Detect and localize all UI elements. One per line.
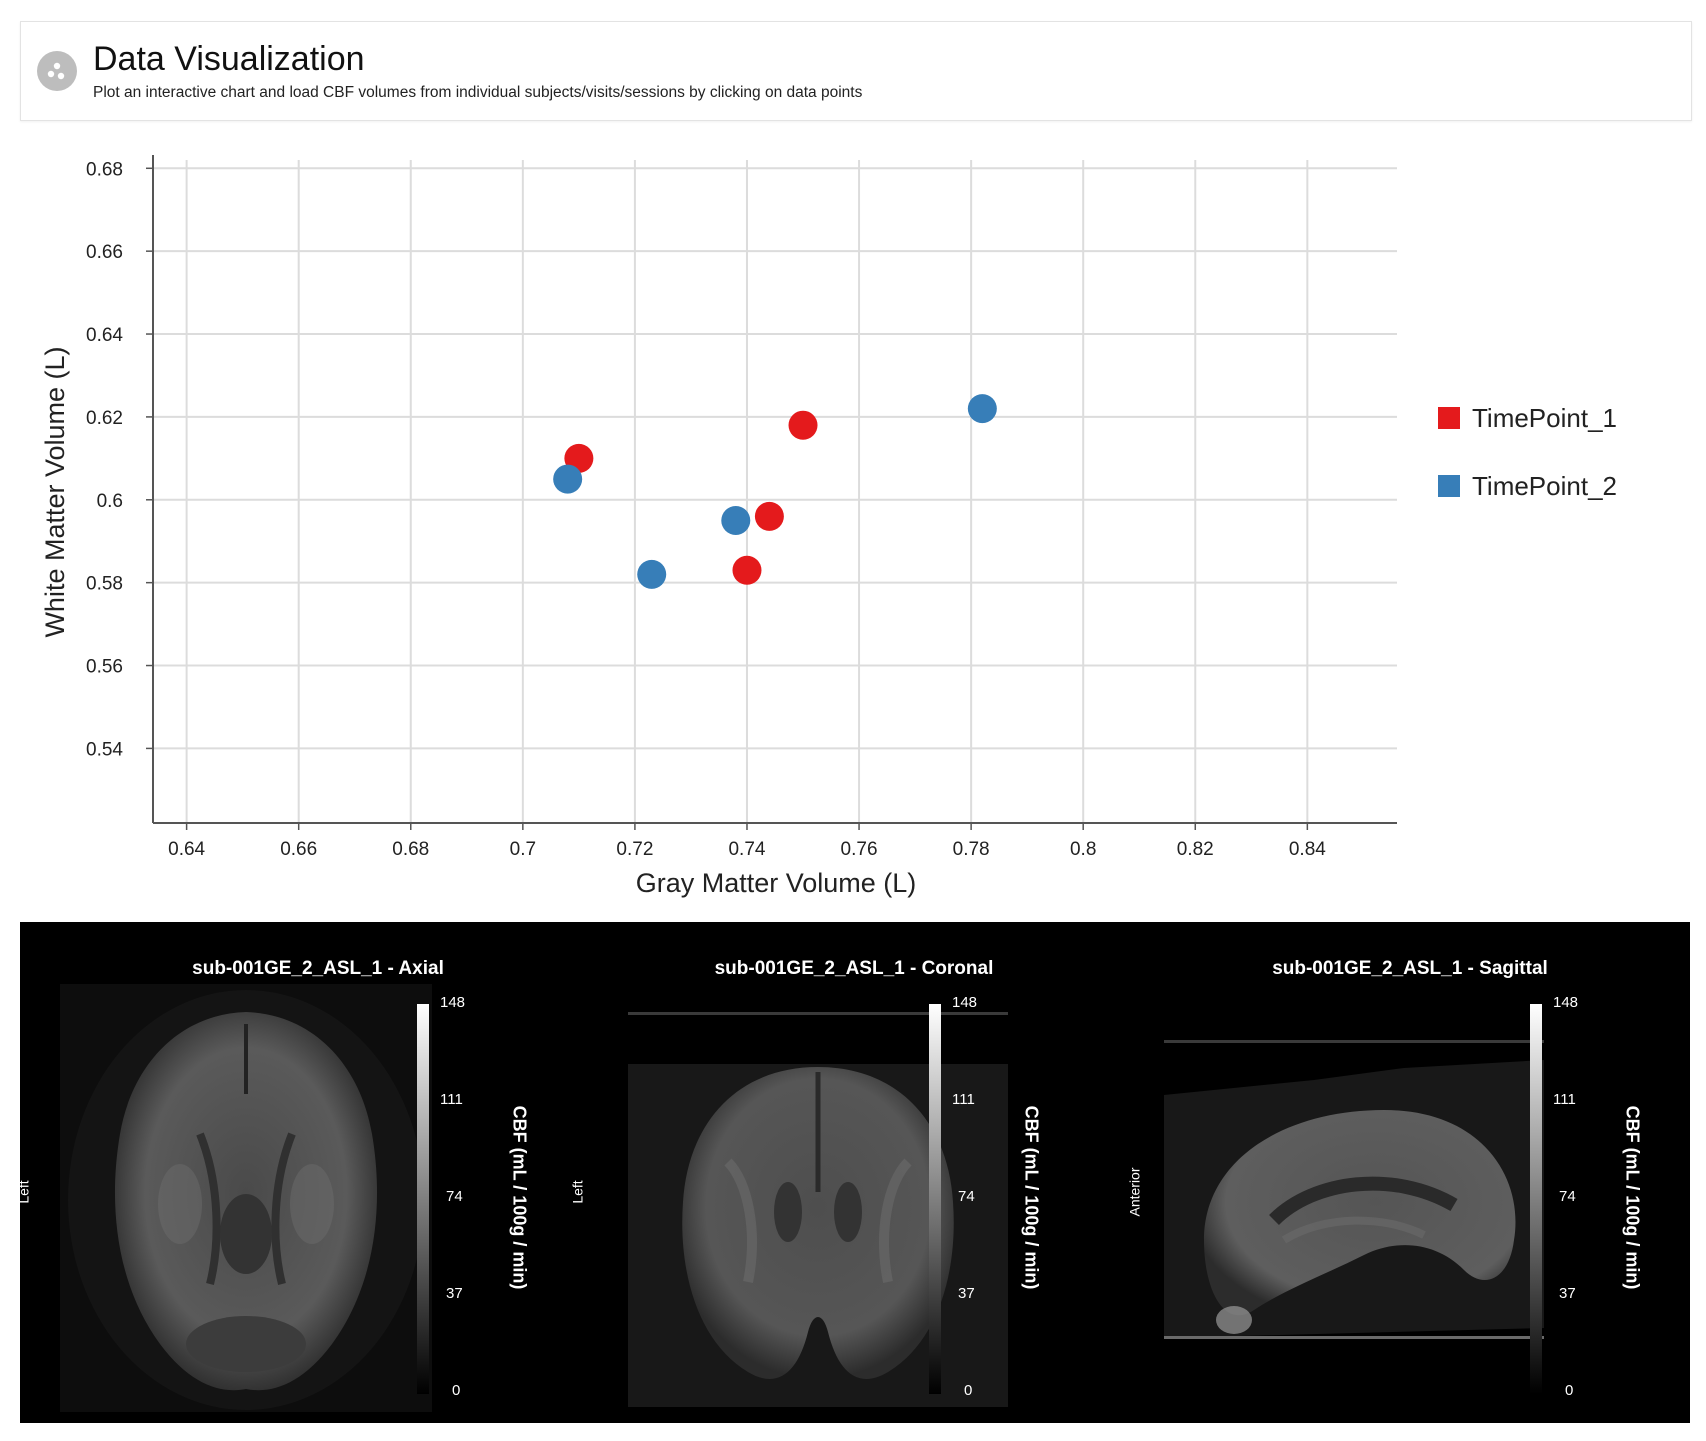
data-point-timepoint-2[interactable]	[721, 506, 751, 536]
scatter-dots-icon	[37, 51, 77, 91]
x-tick-label: 0.76	[841, 839, 878, 860]
orientation-label: Left	[569, 1180, 586, 1204]
data-point-timepoint-1[interactable]	[754, 501, 784, 531]
colorbar-tick: 0	[452, 1382, 461, 1399]
y-tick-label: 0.56	[86, 657, 123, 678]
scatter-chart: 0.64 0.66 0.68 0.7 0.72 0.74 0.76 0.78 0.8 0.82 0.…	[40, 155, 1617, 898]
chart-axes	[146, 155, 1397, 830]
data-point-timepoint-1[interactable]	[788, 410, 818, 440]
y-tick-label: 0.68	[86, 159, 123, 180]
coronal-panel[interactable]: sub-001GE_2_ASL_1 - Coronal Left 148 111…	[570, 922, 1132, 1423]
colorbar-tick: 111	[440, 1091, 463, 1108]
y-tick-labels: 0.68 0.66 0.64 0.62 0.6 0.58 0.56 0.54	[86, 159, 123, 760]
x-tick-label: 0.8	[1070, 839, 1096, 860]
colorbar-label: CBF (mL / 100g / min)	[1021, 1105, 1042, 1290]
cbf-viewer: sub-001GE_2_ASL_1 - Axial Left 148 111	[16, 922, 1690, 1423]
colorbar-tick: 148	[1553, 994, 1579, 1011]
legend-label[interactable]: TimePoint_1	[1472, 403, 1617, 433]
sagittal-panel[interactable]: sub-001GE_2_ASL_1 - Sagittal Anterior 14…	[1127, 922, 1688, 1423]
colorbar	[417, 1004, 429, 1394]
panel-title: sub-001GE_2_ASL_1 - Sagittal	[1272, 958, 1548, 979]
colorbar-label: CBF (mL / 100g / min)	[1622, 1105, 1643, 1290]
chart-points	[553, 394, 997, 589]
chart-grid	[153, 160, 1397, 823]
y-tick-label: 0.54	[86, 739, 123, 760]
y-tick-label: 0.58	[86, 574, 123, 595]
colorbar	[929, 1004, 941, 1394]
axial-brain-image[interactable]	[60, 984, 432, 1412]
colorbar-tick: 148	[952, 994, 978, 1011]
colorbar-tick: 0	[1565, 1382, 1574, 1399]
x-tick-label: 0.72	[616, 839, 653, 860]
colorbar-tick: 74	[1559, 1188, 1576, 1205]
x-tick-label: 0.82	[1177, 839, 1214, 860]
sagittal-brain-image[interactable]	[1164, 1040, 1544, 1408]
colorbar-tick: 111	[1553, 1091, 1576, 1108]
colorbar-tick: 0	[964, 1382, 973, 1399]
data-point-timepoint-2[interactable]	[637, 559, 667, 589]
x-tick-labels: 0.64 0.66 0.68 0.7 0.72 0.74 0.76 0.78 0.8 0.82 0.…	[168, 839, 1326, 860]
x-tick-label: 0.74	[728, 839, 765, 860]
chart-legend: TimePoint_1 TimePoint_2	[1438, 403, 1617, 501]
legend-label[interactable]: TimePoint_2	[1472, 471, 1617, 501]
orientation-label: Anterior	[1126, 1167, 1143, 1217]
x-tick-label: 0.84	[1289, 839, 1326, 860]
y-tick-label: 0.6	[97, 491, 123, 512]
legend-swatch	[1438, 407, 1460, 429]
x-tick-label: 0.68	[392, 839, 429, 860]
y-tick-label: 0.62	[86, 408, 123, 429]
x-tick-label: 0.66	[280, 839, 317, 860]
colorbar-tick: 148	[440, 994, 466, 1011]
colorbar-tick: 37	[1559, 1285, 1576, 1302]
colorbar-label: CBF (mL / 100g / min)	[509, 1105, 530, 1290]
y-axis-label: White Matter Volume (L)	[40, 346, 70, 637]
y-tick-label: 0.66	[86, 242, 123, 263]
legend-swatch	[1438, 475, 1460, 497]
panel-title: sub-001GE_2_ASL_1 - Coronal	[714, 958, 994, 979]
coronal-brain-image[interactable]	[628, 1012, 1008, 1407]
colorbar-tick: 37	[958, 1285, 975, 1302]
colorbar-tick: 74	[958, 1188, 975, 1205]
x-tick-label: 0.78	[953, 839, 990, 860]
data-point-timepoint-2[interactable]	[967, 394, 997, 424]
axial-panel[interactable]: sub-001GE_2_ASL_1 - Axial Left 148 111	[16, 922, 576, 1423]
colorbar-tick: 111	[952, 1091, 975, 1108]
page-title: Data Visualization	[93, 40, 365, 78]
colorbar-tick: 74	[446, 1188, 463, 1205]
page-subtitle: Plot an interactive chart and load CBF v…	[93, 84, 863, 101]
colorbar-tick: 37	[446, 1285, 463, 1302]
x-tick-label: 0.7	[510, 839, 536, 860]
data-point-timepoint-2[interactable]	[553, 464, 583, 494]
page-header: Data Visualization Plot an interactive c…	[20, 21, 1692, 121]
x-tick-label: 0.64	[168, 839, 205, 860]
orientation-label: Left	[15, 1180, 32, 1204]
panel-title: sub-001GE_2_ASL_1 - Axial	[192, 958, 444, 979]
colorbar	[1530, 1004, 1542, 1394]
y-tick-label: 0.64	[86, 325, 123, 346]
data-point-timepoint-1[interactable]	[732, 555, 762, 585]
x-axis-label: Gray Matter Volume (L)	[636, 868, 917, 898]
